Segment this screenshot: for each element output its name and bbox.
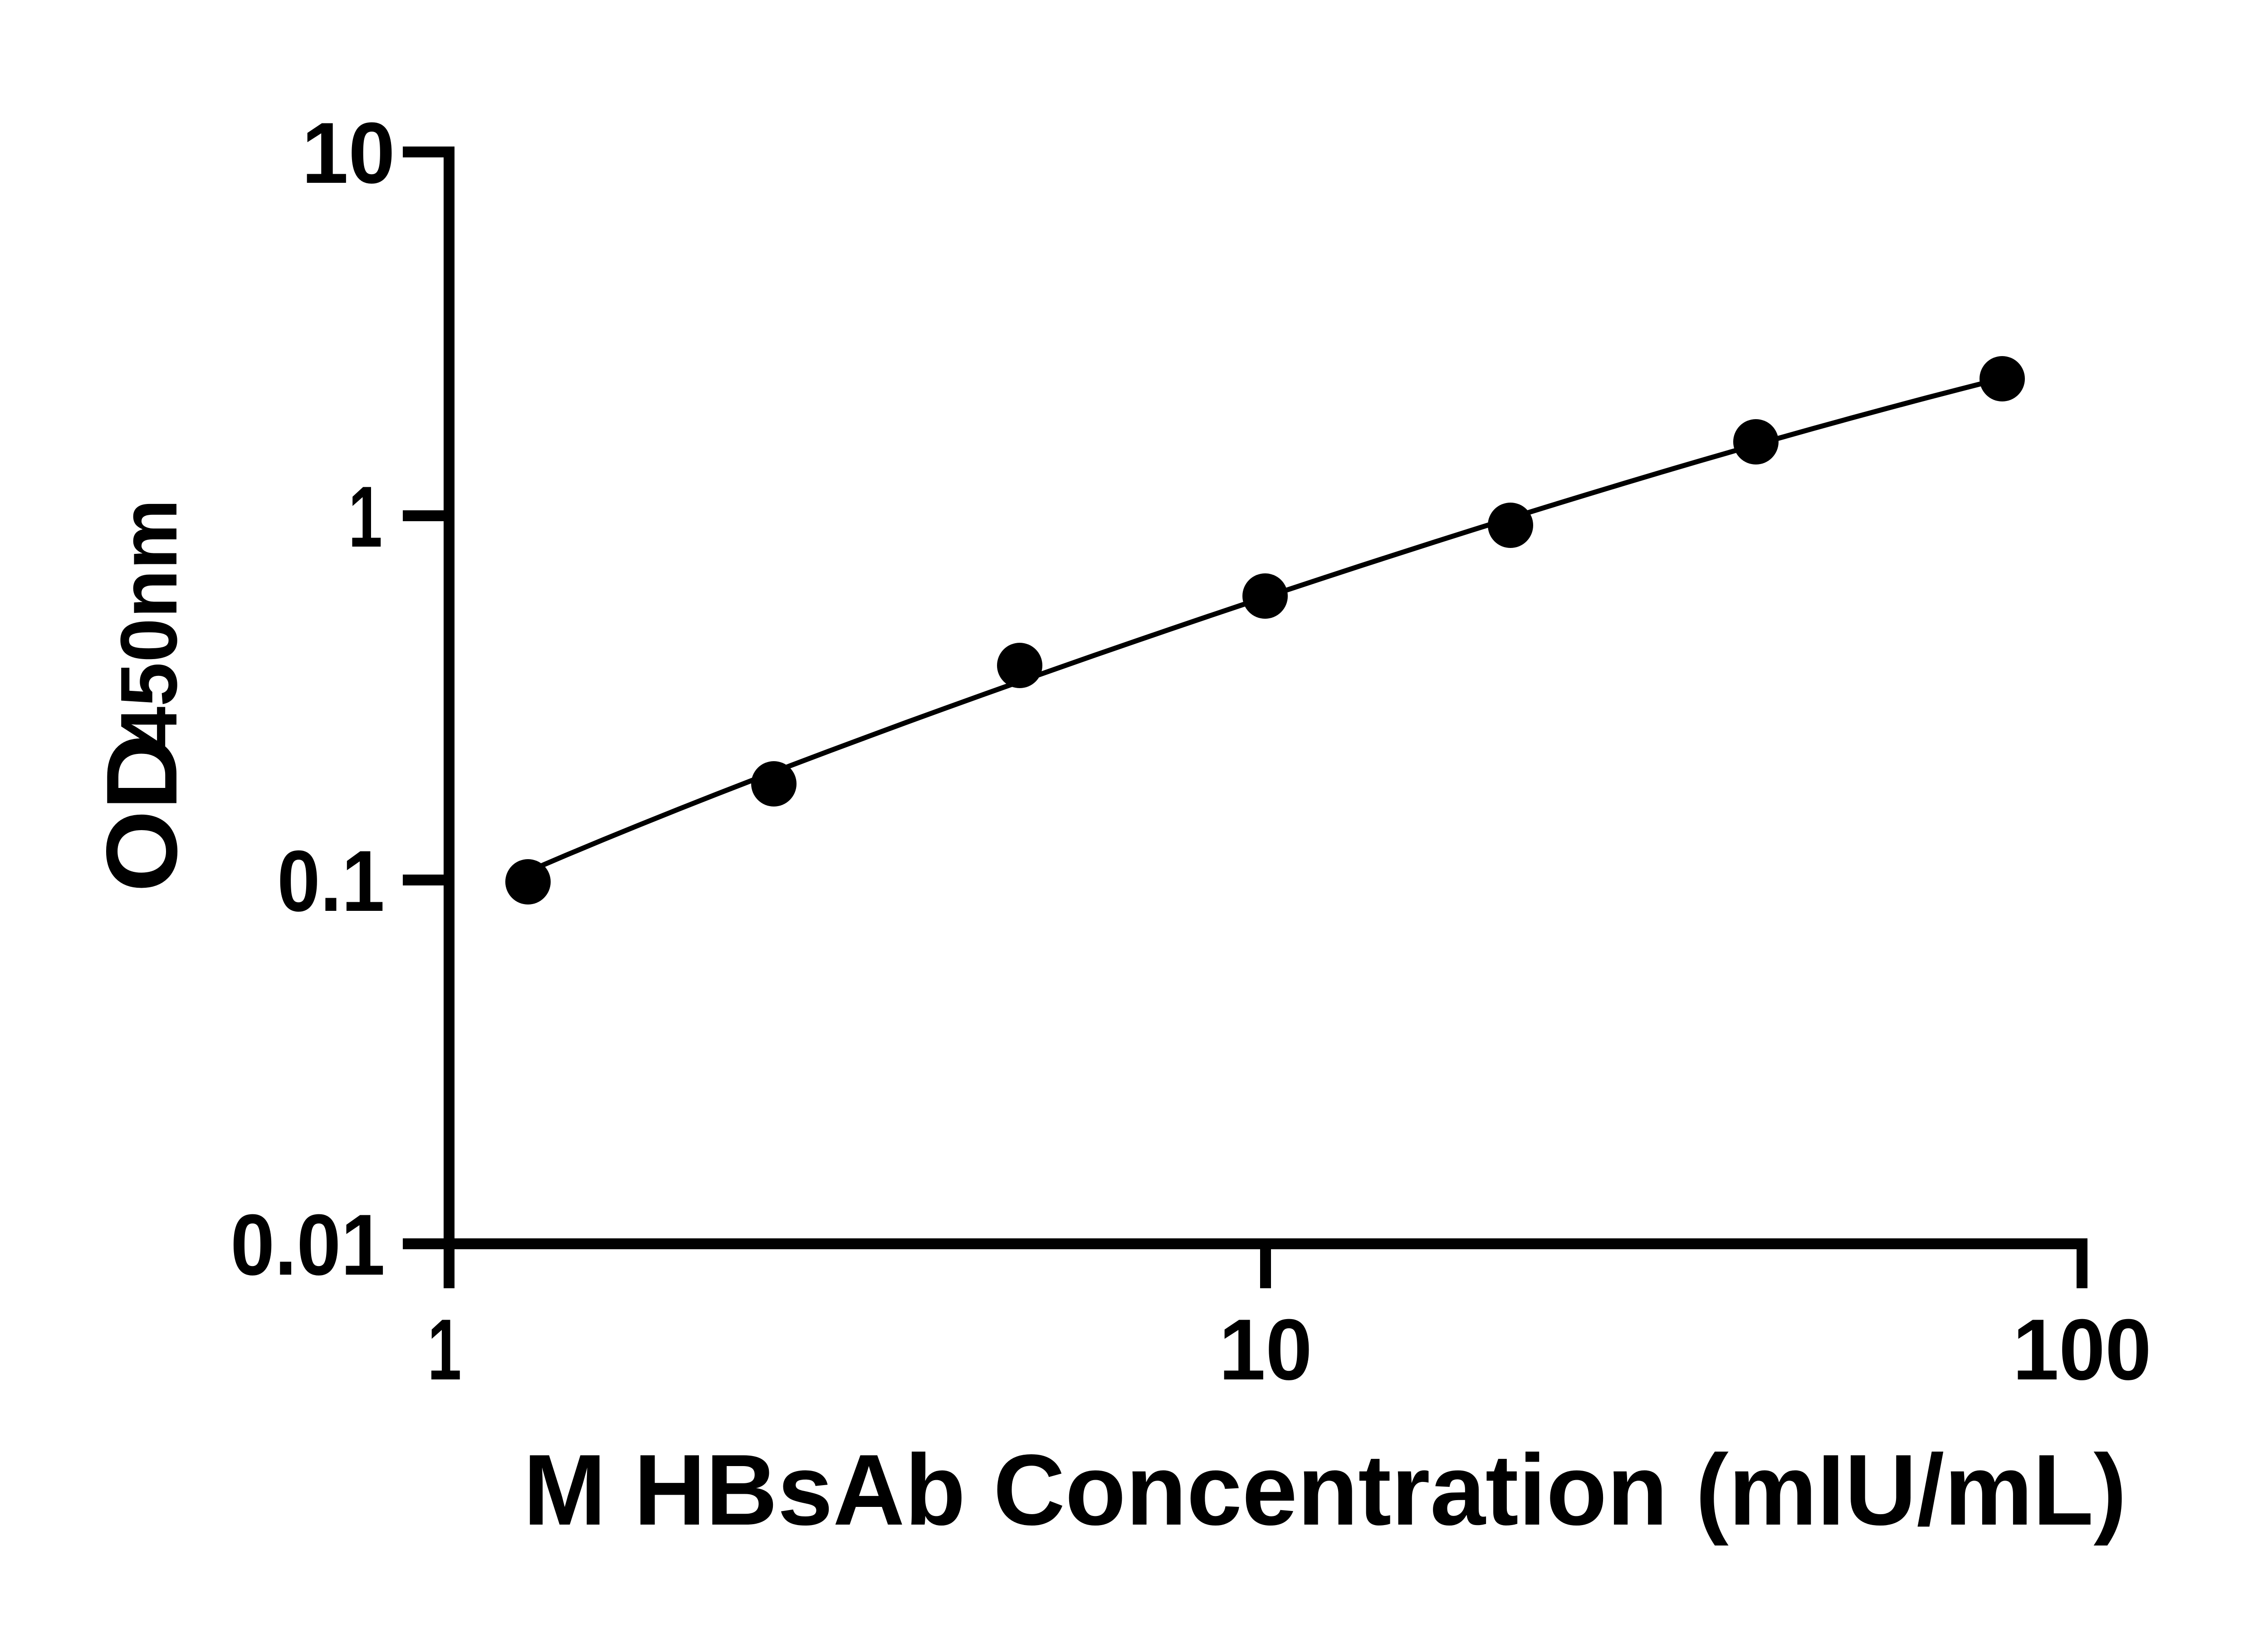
svg-text:100: 100	[2013, 1301, 2151, 1398]
svg-text:0.1: 0.1	[277, 833, 385, 929]
svg-text:450nm: 450nm	[104, 499, 194, 751]
svg-text:0.01: 0.01	[230, 1197, 385, 1293]
svg-text:M HBsAb Concentration (mIU/mL): M HBsAb Concentration (mIU/mL)	[523, 1434, 2127, 1546]
svg-text:1: 1	[428, 1301, 462, 1398]
svg-text:10: 10	[1219, 1301, 1312, 1398]
svg-text:1: 1	[348, 469, 382, 565]
svg-text:OD: OD	[86, 734, 198, 892]
svg-text:10: 10	[302, 105, 395, 201]
